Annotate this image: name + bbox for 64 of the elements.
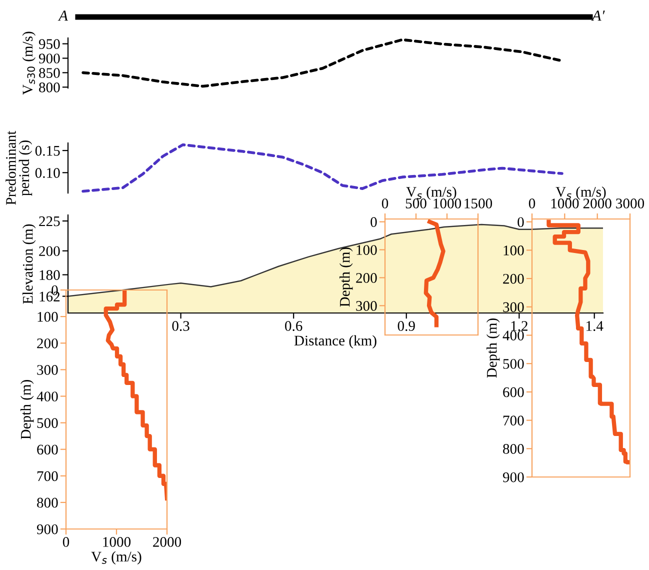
y-axis-title: Predominant period (s) bbox=[6, 130, 32, 205]
x-tick-label: 2000 bbox=[153, 537, 182, 547]
y-tick-label: 800 bbox=[503, 444, 524, 454]
x-tick-label: 2000 bbox=[583, 198, 612, 208]
y-axis-title: Depth (m) bbox=[486, 318, 500, 378]
line-series bbox=[104, 290, 167, 501]
y-tick-label: 225 bbox=[39, 216, 60, 226]
x-tick-label: 1000 bbox=[551, 198, 579, 208]
y-axis-title: Elevation (m) bbox=[22, 224, 36, 304]
line-series bbox=[546, 220, 630, 464]
line-series bbox=[82, 38, 564, 88]
x-tick-label: 0.3 bbox=[172, 321, 190, 331]
y-axis-title: V$_{s30}$ (m/s) bbox=[22, 32, 36, 95]
x-tick-label: 1.2 bbox=[511, 321, 528, 331]
x-tick-label: 0 bbox=[382, 198, 388, 208]
x-tick-label: 1000 bbox=[103, 537, 131, 547]
y-tick-label: 0 bbox=[370, 217, 377, 227]
y-tick-label: 900 bbox=[502, 472, 524, 482]
x-tick-label: 1000 bbox=[434, 198, 462, 208]
y-tick-label: 900 bbox=[38, 54, 60, 64]
y-tick-label: 600 bbox=[37, 444, 58, 455]
y-tick-label: 200 bbox=[356, 273, 377, 283]
y-tick-label: 950 bbox=[38, 39, 60, 49]
x-tick-label: 0 bbox=[528, 198, 536, 208]
y-tick-label: 0.10 bbox=[35, 168, 60, 178]
x-axis-title: Distance (km) bbox=[294, 335, 376, 348]
x-axis-title: V$_{s}$ (m/s) bbox=[91, 551, 142, 564]
y-tick-label: 100 bbox=[38, 312, 58, 322]
y-tick-label: 300 bbox=[503, 302, 524, 312]
y-tick-label: 800 bbox=[39, 82, 60, 92]
y-tick-label: 200 bbox=[39, 246, 60, 256]
y-tick-label: 400 bbox=[502, 330, 524, 340]
y-tick-label: 850 bbox=[39, 68, 60, 78]
x-tick-label: 500 bbox=[406, 198, 426, 208]
y-tick-label: 0 bbox=[518, 217, 524, 228]
y-tick-label: 700 bbox=[503, 416, 524, 426]
y-axis-title: Depth (m) bbox=[20, 380, 34, 440]
text: A′ bbox=[591, 10, 605, 21]
x-tick-label: 0 bbox=[62, 537, 70, 547]
y-tick-label: 800 bbox=[37, 498, 58, 508]
x-tick-label: 0.6 bbox=[285, 321, 302, 331]
y-tick-label: 180 bbox=[40, 270, 60, 280]
y-tick-label: 700 bbox=[37, 471, 58, 482]
y-tick-label: 100 bbox=[504, 246, 524, 256]
line-series bbox=[424, 220, 446, 328]
y-tick-label: 900 bbox=[36, 524, 58, 534]
y-tick-label: 600 bbox=[503, 387, 524, 398]
text: A bbox=[58, 10, 68, 21]
y-tick-label: 300 bbox=[37, 365, 58, 375]
x-axis-title: V$_{s}$ (m/s) bbox=[406, 186, 456, 200]
x-tick-label: 0.9 bbox=[398, 321, 415, 331]
y-tick-label: 500 bbox=[37, 418, 58, 428]
y-tick-label: 0.15 bbox=[35, 146, 60, 156]
x-tick-label: 1500 bbox=[464, 198, 492, 208]
y-tick-label: 400 bbox=[36, 392, 58, 402]
y-tick-label: 200 bbox=[37, 338, 58, 348]
x-tick-label: 3000 bbox=[616, 198, 644, 208]
y-tick-label: 300 bbox=[356, 301, 377, 311]
y-axis-title: Depth (m) bbox=[339, 247, 353, 307]
x-axis-title: V$_{s}$ (m/s) bbox=[556, 186, 606, 200]
x-tick-label: 1.4 bbox=[586, 321, 604, 331]
y-tick-label: 100 bbox=[356, 245, 377, 255]
y-tick-label: 200 bbox=[503, 274, 524, 284]
y-tick-label: 500 bbox=[503, 358, 524, 369]
